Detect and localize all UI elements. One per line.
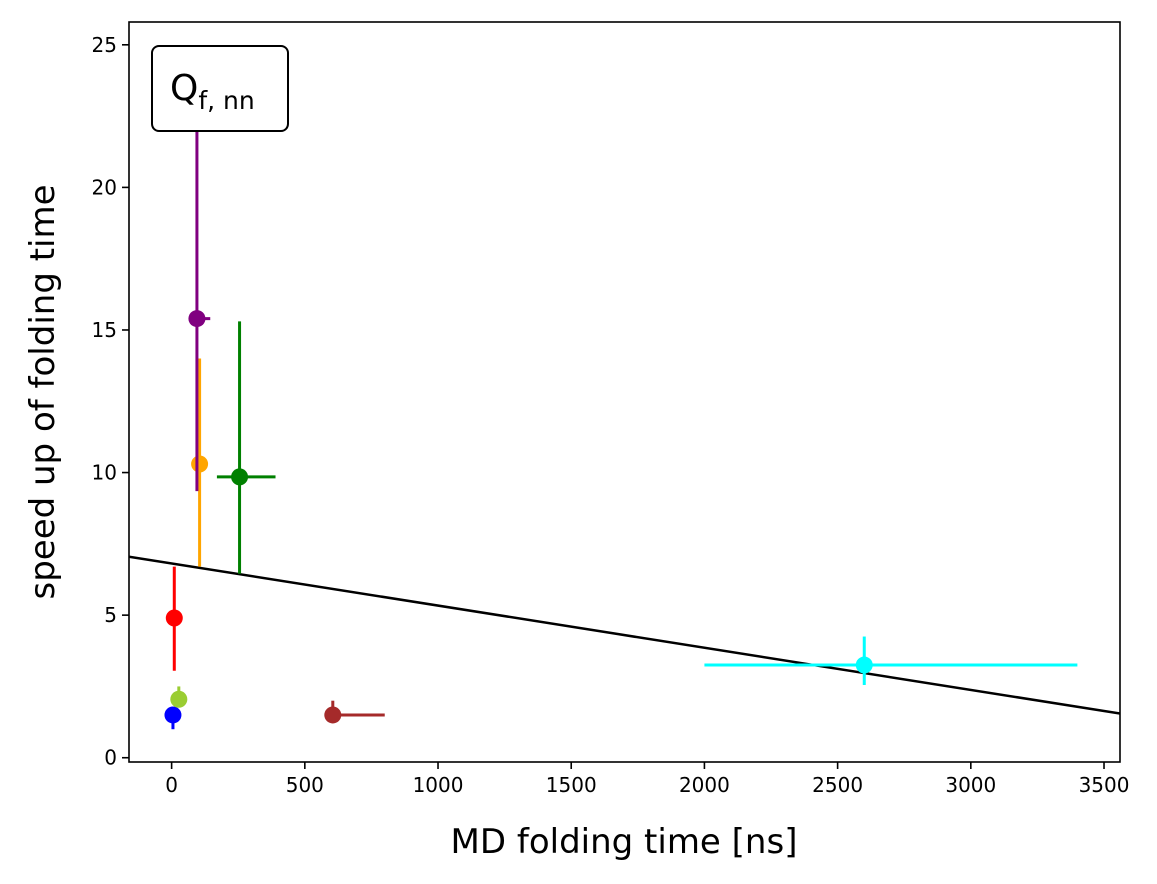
x-tick-label: 3000 <box>945 773 996 797</box>
annotation-subscript: f, nn <box>198 86 254 115</box>
data-point <box>164 706 182 724</box>
data-point <box>191 455 209 473</box>
data-point-group <box>191 358 209 567</box>
data-point <box>188 310 206 328</box>
data-points-group <box>164 116 1078 730</box>
x-tick-label: 1000 <box>413 773 464 797</box>
x-tick-label: 0 <box>165 773 178 797</box>
y-tick-label: 15 <box>92 318 117 342</box>
y-tick-label: 25 <box>92 33 117 57</box>
y-tick-label: 10 <box>92 461 117 485</box>
data-point-group <box>165 566 183 671</box>
fit-line <box>129 555 1120 715</box>
data-point <box>324 706 342 724</box>
annotation-frame <box>151 45 289 132</box>
data-point-group <box>216 321 276 574</box>
x-tick-label: 2500 <box>812 773 863 797</box>
x-tick-label: 2000 <box>679 773 730 797</box>
data-point-group <box>324 700 385 724</box>
x-axis-label: MD folding time [ns] <box>451 822 798 862</box>
annotation-main: Q <box>170 68 198 109</box>
data-point-group <box>188 116 211 492</box>
y-tick-label: 20 <box>92 175 117 199</box>
x-tick-label: 3500 <box>1079 773 1130 797</box>
svg-text:Qf, nn: Qf, nn <box>170 68 255 115</box>
data-point-group <box>164 706 182 730</box>
data-point-group <box>704 636 1078 686</box>
data-point-group <box>170 686 188 708</box>
x-tick-label: 1500 <box>546 773 597 797</box>
fit-line-group <box>129 555 1120 715</box>
data-point <box>170 690 188 708</box>
axis-ticks: 0 500 1000 1500 2000 2500 3000 3500 0 5 10 15 20 25 <box>92 33 1130 797</box>
data-point <box>231 468 249 486</box>
y-axis-label: speed up of folding time <box>23 184 63 599</box>
y-tick-label: 5 <box>104 603 117 627</box>
data-point <box>165 609 183 627</box>
y-tick-label: 0 <box>104 746 117 770</box>
plot-frame <box>128 21 1121 763</box>
annotation-box: Qf, nn <box>151 45 289 132</box>
data-point <box>855 656 873 674</box>
x-tick-label: 500 <box>286 773 324 797</box>
